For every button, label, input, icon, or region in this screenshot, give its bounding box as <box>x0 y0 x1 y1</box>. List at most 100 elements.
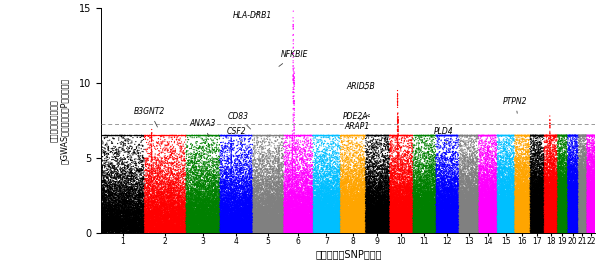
Point <box>464 200 474 204</box>
Point <box>543 226 553 230</box>
Point <box>573 219 583 224</box>
Point <box>500 221 509 225</box>
Point <box>235 230 245 234</box>
Point <box>557 205 566 209</box>
Point <box>505 207 514 211</box>
Point <box>568 229 577 233</box>
Point <box>587 194 597 198</box>
Point <box>580 209 590 213</box>
Point <box>520 225 530 230</box>
Point <box>491 190 501 194</box>
Point <box>557 202 567 206</box>
Point <box>240 193 250 197</box>
Point <box>208 226 218 230</box>
Point <box>507 229 517 233</box>
Point <box>583 149 593 153</box>
Point <box>529 185 539 189</box>
Point <box>575 215 585 220</box>
Point <box>226 188 236 193</box>
Point <box>538 193 548 198</box>
Point <box>178 223 187 227</box>
Point <box>355 218 365 222</box>
Point <box>503 224 513 228</box>
Point <box>253 181 262 186</box>
Point <box>569 227 578 232</box>
Point <box>294 195 304 200</box>
Point <box>278 224 288 228</box>
Point <box>137 230 146 234</box>
Point <box>489 226 499 230</box>
Point <box>383 224 392 228</box>
Point <box>451 221 461 225</box>
Point <box>230 159 240 163</box>
Point <box>447 168 457 173</box>
Point <box>552 219 562 223</box>
Point <box>439 199 448 203</box>
Point <box>317 220 326 225</box>
Point <box>455 214 464 218</box>
Point <box>400 176 410 181</box>
Point <box>109 198 118 202</box>
Point <box>346 182 355 186</box>
Point <box>323 219 332 224</box>
Point <box>238 203 247 207</box>
Point <box>142 211 151 215</box>
Point <box>540 216 550 221</box>
Point <box>325 206 335 210</box>
Point <box>525 222 535 226</box>
Point <box>295 219 304 223</box>
Point <box>577 170 586 174</box>
Point <box>556 219 565 224</box>
Point <box>560 189 570 193</box>
Point <box>583 163 593 168</box>
Point <box>545 221 555 225</box>
Point <box>587 133 596 138</box>
Point <box>119 222 128 227</box>
Point <box>355 195 364 199</box>
Point <box>515 221 524 225</box>
Point <box>436 221 445 226</box>
Point <box>542 220 551 224</box>
Point <box>452 230 462 234</box>
Point <box>245 168 254 172</box>
Point <box>233 217 243 221</box>
Point <box>332 188 341 192</box>
Point <box>527 210 536 214</box>
Point <box>518 195 528 199</box>
Point <box>588 212 598 216</box>
Point <box>392 133 402 138</box>
Point <box>218 180 228 184</box>
Point <box>353 224 362 228</box>
Point <box>574 200 583 204</box>
Point <box>556 224 565 228</box>
Point <box>188 217 198 221</box>
Point <box>209 181 218 185</box>
Point <box>490 205 500 210</box>
Point <box>530 208 539 213</box>
Point <box>547 218 557 222</box>
Point <box>334 181 343 185</box>
Point <box>434 194 444 198</box>
Point <box>586 179 596 184</box>
Point <box>275 218 285 222</box>
Point <box>398 215 408 219</box>
Point <box>580 224 590 229</box>
Point <box>317 182 326 186</box>
Point <box>287 193 296 198</box>
Point <box>350 224 360 228</box>
Point <box>514 188 523 192</box>
Point <box>505 217 514 221</box>
Point <box>112 221 122 225</box>
Point <box>567 224 577 228</box>
Point <box>352 221 361 225</box>
Point <box>476 210 485 214</box>
Point <box>575 216 584 220</box>
Point <box>346 185 355 189</box>
Point <box>574 222 584 227</box>
Point <box>447 208 457 212</box>
Point <box>332 206 342 210</box>
Point <box>590 221 599 225</box>
Point <box>475 211 485 215</box>
Point <box>326 229 335 234</box>
Point <box>98 187 107 191</box>
